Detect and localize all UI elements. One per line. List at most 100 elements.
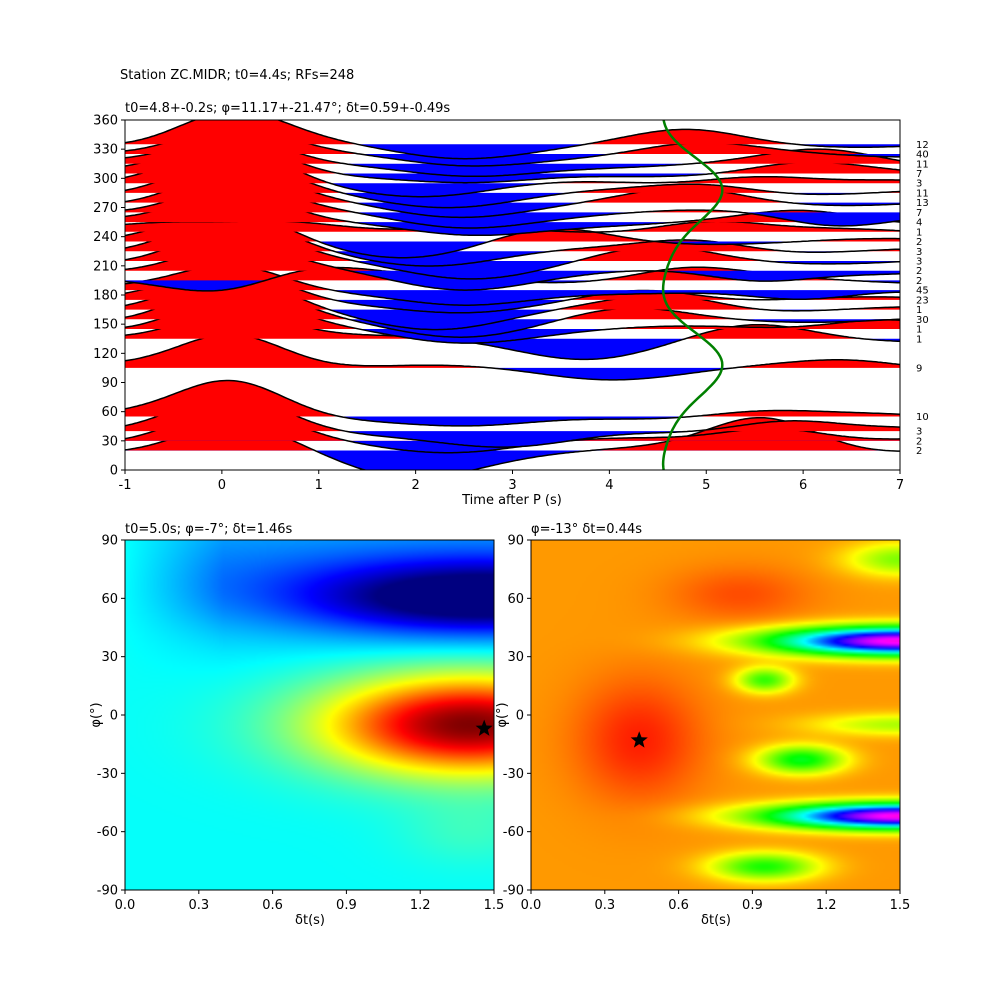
y-tick-label: 90 [101, 534, 118, 549]
y-tick-label: -60 [97, 825, 118, 840]
x-tick-label: 0.3 [188, 898, 209, 913]
energy-map-panel: t0=5.0s; φ=-7°; δt=1.46s 0.0 0.3 0.6 0.9 1.2… [89, 522, 504, 928]
y-tick-label: 60 [101, 405, 118, 420]
y-tick-label: 180 [93, 289, 118, 304]
correlation-map-y-label: φ(°) [495, 702, 510, 727]
x-tick-label: 0 [218, 478, 226, 493]
rf-positive-fill [125, 184, 900, 213]
y-tick-label: 30 [507, 650, 524, 665]
x-tick-label: -1 [119, 478, 132, 493]
x-tick-label: 5 [702, 478, 710, 493]
rf-negative-fill [125, 251, 900, 266]
rf-trace-line [125, 379, 900, 427]
rf-negative-fill [125, 319, 900, 338]
rf-negative-fill [125, 280, 900, 291]
x-tick-label: 0.9 [336, 898, 357, 913]
trace-count-label: 10 [916, 412, 929, 423]
rf-positive-fill [125, 171, 900, 203]
trace-count-label: 4 [916, 218, 922, 229]
y-tick-label: 270 [93, 201, 118, 216]
rf-negative-fill [125, 416, 900, 426]
rf-negative-fill [125, 329, 900, 344]
rf-negative-fill [125, 173, 900, 183]
y-tick-label: 360 [93, 114, 118, 129]
rf-panel: t0=4.8+-0.2s; φ=11.17+-21.47°; δt=0.59+-… [93, 101, 929, 508]
trace-count-label: 40 [916, 150, 929, 161]
rf-negative-fill [125, 212, 900, 228]
trace-count-label: 1 [916, 334, 922, 345]
rf-negative-fill [125, 290, 900, 306]
rf-negative-fill [125, 154, 900, 166]
rf-negative-fill [125, 309, 900, 330]
trace-count-label: 3 [916, 247, 922, 258]
trace-count-label: 3 [916, 256, 922, 267]
y-tick-label: 30 [101, 650, 118, 665]
y-tick-label: 210 [93, 259, 118, 274]
rf-negative-fill [125, 163, 900, 177]
x-tick-label: 6 [799, 478, 807, 493]
rf-negative-fill [125, 431, 900, 448]
x-tick-label: 1.5 [484, 898, 505, 913]
y-tick-label: -90 [503, 884, 524, 899]
trace-count-label: 2 [916, 446, 922, 457]
trace-count-label: 23 [916, 295, 929, 306]
x-tick-label: 1.5 [890, 898, 911, 913]
rf-negative-fill [125, 338, 900, 360]
rf-negative-fill [125, 202, 900, 218]
energy-map-ticks: 0.0 0.3 0.6 0.9 1.2 1.5 -90 -60 -30 0 30 60 90 [97, 534, 505, 914]
x-tick-label: 1.2 [410, 898, 431, 913]
trace-count-label: 3 [916, 179, 922, 190]
trace-count-label: 2 [916, 436, 922, 447]
x-tick-label: 0.6 [668, 898, 689, 913]
correlation-map-image [531, 540, 900, 890]
figure-suptitle: Station ZC.MIDR; t0=4.4s; RFs=248 [120, 68, 354, 83]
y-tick-label: 90 [101, 376, 118, 391]
rf-y-ticks: 0 30 60 90 120 150 180 210 240 270 300 330 360 [93, 114, 125, 479]
y-tick-label: -30 [503, 767, 524, 782]
trace-count-label: 1 [916, 227, 922, 238]
energy-map-x-label: δt(s) [295, 913, 325, 928]
correlation-map-x-label: δt(s) [701, 913, 731, 928]
rf-positive-fill [125, 276, 900, 310]
energy-map-image [125, 540, 494, 890]
x-tick-label: 0.0 [115, 898, 136, 913]
trace-count-label: 3 [916, 427, 922, 438]
trace-count-label: 1 [916, 305, 922, 316]
rf-trace-line [125, 120, 900, 160]
y-tick-label: 60 [101, 592, 118, 607]
rf-panel-title: t0=4.8+-0.2s; φ=11.17+-21.47°; δt=0.59+-… [125, 101, 450, 116]
x-tick-label: 7 [896, 478, 904, 493]
y-tick-label: 0 [110, 464, 118, 479]
correlation-map-title: φ=-13° δt=0.44s [531, 522, 642, 537]
trace-count-label: 7 [916, 169, 922, 180]
trace-count-label: 11 [916, 159, 929, 170]
y-tick-label: 120 [93, 347, 118, 362]
correlation-map-ticks: 0.0 0.3 0.6 0.9 1.2 1.5 -90 -60 -30 0 30 60 90 [503, 534, 911, 914]
rf-x-ticks: -1 0 1 2 3 4 5 6 7 [119, 470, 904, 493]
y-tick-label: 330 [93, 143, 118, 158]
rf-negative-fill [125, 450, 900, 470]
rf-traces [125, 120, 900, 470]
y-tick-label: 240 [93, 230, 118, 245]
energy-map-y-label: φ(°) [89, 702, 104, 727]
rf-positive-fill [125, 296, 900, 330]
trace-count-label: 1 [916, 325, 922, 336]
trace-count-label: 7 [916, 208, 922, 219]
rf-negative-fill [125, 192, 900, 208]
rf-positive-fill [125, 126, 900, 155]
rf-x-label: Time after P (s) [461, 493, 562, 508]
correlation-map-panel: φ=-13° δt=0.44s 0.0 0.3 0.6 0.9 1.2 1.5 -90 -60… [495, 522, 910, 928]
best-fit-star [475, 719, 493, 736]
rf-positive-fill [125, 120, 900, 145]
y-tick-label: -90 [97, 884, 118, 899]
y-tick-label: 0 [110, 709, 118, 724]
trace-count-label: 2 [916, 237, 922, 248]
y-tick-label: 90 [507, 534, 524, 549]
y-tick-label: 0 [516, 709, 524, 724]
rf-negative-fill [125, 222, 900, 236]
rf-negative-fill [125, 144, 900, 159]
rf-trace [125, 120, 900, 160]
trace-count-label: 45 [916, 286, 929, 297]
